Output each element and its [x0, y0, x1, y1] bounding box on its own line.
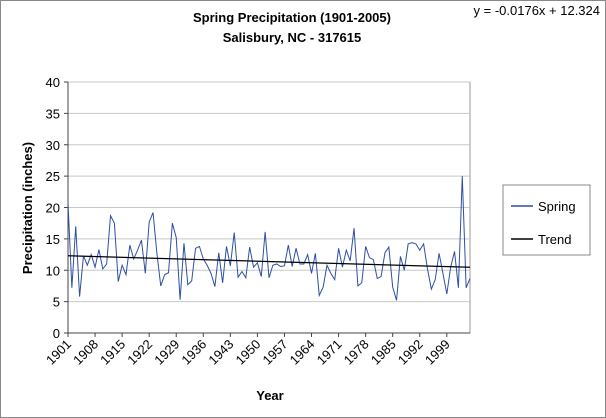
- legend-label: Trend: [538, 232, 571, 247]
- x-axis-title: Year: [256, 388, 283, 403]
- y-tick-label: 5: [53, 295, 60, 310]
- y-tick-label: 30: [46, 138, 60, 153]
- trend-equation: y = -0.0176x + 12.324: [474, 3, 600, 18]
- y-axis-title: Precipitation (inches): [20, 142, 35, 274]
- y-tick-label: 20: [46, 201, 60, 216]
- trend-line: [67, 255, 471, 268]
- y-tick-label: 40: [46, 75, 60, 90]
- legend-label: Spring: [538, 199, 576, 214]
- chart-title: Spring Precipitation (1901-2005): [193, 10, 391, 25]
- legend-box: [502, 184, 591, 256]
- chart-subtitle: Salisbury, NC - 317615: [223, 30, 362, 45]
- y-tick-label: 15: [46, 232, 60, 247]
- y-tick-label: 25: [46, 169, 60, 184]
- y-tick-label: 10: [46, 263, 60, 278]
- y-tick-label: 0: [53, 326, 60, 341]
- y-tick-label: 35: [46, 106, 60, 121]
